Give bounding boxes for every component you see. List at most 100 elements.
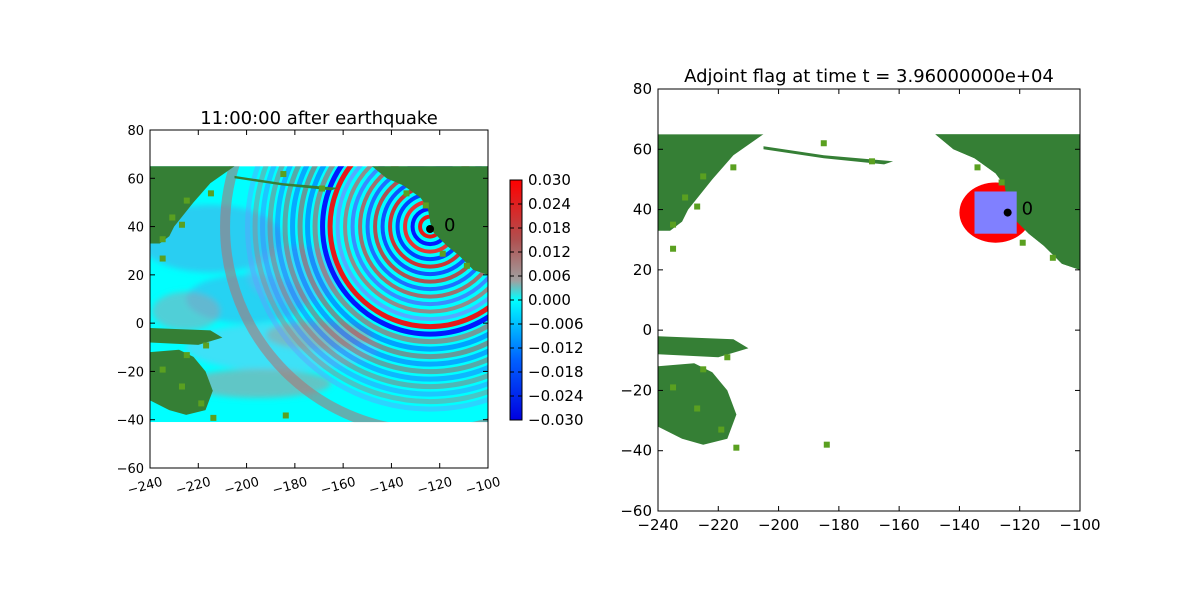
land-asia [150, 166, 235, 244]
land-speck [159, 255, 166, 262]
wavefront-ring [267, 130, 488, 390]
y-tick-label: −40 [620, 442, 652, 460]
land-speck [1019, 239, 1026, 246]
land-speck [974, 164, 981, 171]
colorbar-ticks: 0.030 0.024 0.018 0.012 0.006 0.000 −0.006 −0.0… [510, 171, 584, 429]
y-tick-label: −20 [117, 365, 144, 380]
y-tick-label: 80 [127, 124, 144, 139]
x-tick-label: −240 [126, 475, 164, 499]
gauge-marker [1003, 208, 1012, 217]
wavefront-ring [245, 130, 488, 412]
land-speck [183, 352, 190, 359]
land-speck [319, 185, 325, 192]
land-australia [658, 363, 737, 445]
wavefront-ring [260, 130, 488, 397]
colorbar: 0.030 0.024 0.018 0.012 0.006 0.000 −0.006 −0.0… [509, 171, 584, 429]
x-tick-label: −120 [416, 475, 454, 499]
land-ng [150, 328, 223, 345]
colorbar-tick-label: −0.030 [528, 411, 584, 429]
x-tick-label: −200 [758, 516, 799, 534]
gauge-label: 0 [444, 215, 455, 236]
land-speck [198, 400, 205, 407]
right-axes-frame [657, 88, 1081, 512]
y-tick-label: 20 [127, 269, 144, 284]
x-tick-label: −160 [319, 475, 357, 499]
y-tick-label: −60 [117, 462, 144, 477]
land-speck [670, 384, 677, 391]
land-speck [869, 158, 875, 165]
x-tick-label: −120 [999, 516, 1040, 534]
left-axes-frame [149, 129, 489, 469]
wavefront-ring [275, 130, 488, 382]
x-tick-label: −140 [367, 475, 405, 499]
colorbar-tick-label: −0.024 [528, 387, 584, 405]
land-aleut [234, 175, 339, 191]
land-speck [210, 414, 217, 421]
colorbar-tick-label: 0.000 [528, 291, 571, 309]
land-america [372, 166, 488, 275]
x-tick-label: −160 [879, 516, 920, 534]
wavefront-ring [305, 130, 488, 352]
left-title: 11:00:00 after earthquake [200, 108, 438, 129]
land-speck [724, 354, 731, 361]
land-speck [730, 164, 737, 171]
x-tick-label: −140 [939, 516, 980, 534]
y-tick-label: −40 [117, 414, 144, 429]
x-tick-label: −100 [464, 475, 502, 499]
right-title: Adjoint flag at time t = 3.96000000e+04 [684, 66, 1054, 87]
y-tick-label: 40 [127, 221, 144, 236]
y-tick-label: 60 [633, 140, 652, 158]
wavefront-ring [327, 130, 488, 330]
land-speck [203, 342, 210, 349]
y-tick-label: 80 [633, 80, 652, 98]
land-speck [439, 250, 446, 257]
colorbar-tick-label: 0.030 [528, 171, 571, 189]
colorbar-tick-label: −0.018 [528, 363, 584, 381]
x-tick-label: −180 [818, 516, 859, 534]
left-panel: 11:00:00 after earthquake 0−240 −220 −200−… [117, 108, 503, 499]
x-tick-label: −220 [698, 516, 739, 534]
y-tick-label: −20 [620, 381, 652, 399]
colorbar-tick-label: 0.006 [528, 267, 571, 285]
right-ticks: 0−240 −220 −200 −180 −160 −140 −120 −100−60−40−… [620, 80, 1100, 534]
land-speck [403, 190, 410, 197]
wavefront-ring [290, 130, 488, 367]
land-speck [159, 236, 166, 243]
left-plot-area [150, 130, 488, 468]
land-speck [422, 202, 429, 209]
land-australia [150, 349, 213, 415]
colorbar-tick-label: 0.018 [528, 219, 571, 237]
land-speck [694, 405, 701, 412]
right-plot-area [658, 89, 1080, 451]
wavefront-ring [282, 130, 488, 375]
colorbar-tick-label: 0.024 [528, 195, 571, 213]
land-speck [178, 221, 185, 228]
land-speck [682, 194, 689, 201]
land-speck [280, 171, 287, 178]
land-speck [670, 221, 677, 228]
land-asia [658, 134, 764, 231]
land-speck [178, 383, 185, 390]
y-tick-label: 0 [642, 321, 652, 339]
x-tick-label: −180 [271, 475, 309, 499]
wavefront-ring [320, 130, 488, 337]
wavefront-ring [297, 130, 488, 360]
gauge-marker [426, 224, 435, 233]
y-tick-label: 20 [633, 261, 652, 279]
y-tick-label: 60 [127, 172, 144, 187]
land-speck [700, 366, 707, 373]
land-speck [823, 441, 830, 448]
land-speck [733, 444, 740, 451]
colorbar-tick-label: −0.012 [528, 339, 584, 357]
land-speck [718, 426, 725, 433]
x-tick-label: −240 [637, 516, 678, 534]
x-tick-label: −220 [174, 475, 212, 499]
colorbar-tick-label: −0.006 [528, 315, 584, 333]
gauge-label: 0 [1022, 199, 1033, 220]
land-speck [998, 179, 1005, 186]
wavefront-ring [312, 130, 488, 345]
y-tick-label: −60 [620, 502, 652, 520]
land-ng [658, 336, 749, 358]
y-tick-label: 40 [633, 201, 652, 219]
